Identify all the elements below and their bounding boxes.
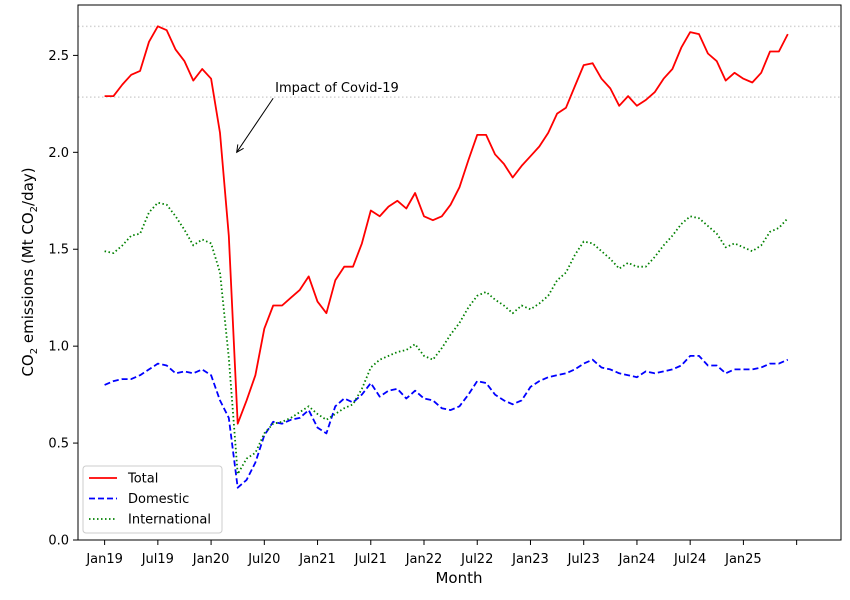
y-tick-label: 2.5 — [48, 49, 69, 64]
legend-label-total: Total — [127, 472, 158, 487]
x-tick-label: Jul22 — [460, 552, 493, 567]
x-tick-label: Jan21 — [298, 552, 336, 567]
x-tick-label: Jan23 — [511, 552, 549, 567]
x-tick-label: Jul21 — [354, 552, 387, 567]
y-tick-label: 1.0 — [48, 340, 69, 355]
y-axis-title-sub2: 2 — [29, 206, 40, 212]
series-lines — [104, 25, 789, 489]
x-tick-label: Jul23 — [567, 552, 600, 567]
legend-box — [82, 465, 223, 534]
y-axis-title: CO2 emissions (Mt CO2/day) — [19, 167, 40, 376]
annotation-arrow-line — [236, 97, 274, 153]
x-tick-label: Jan24 — [618, 552, 656, 567]
x-tick-label: Jan25 — [724, 552, 762, 567]
y-axis-title-sub: 2 — [29, 348, 40, 354]
x-tick-label: Jan20 — [192, 552, 230, 567]
x-tick-label: Jan19 — [85, 552, 123, 567]
reference-lines — [78, 25, 841, 98]
y-axis-title-mid: emissions (Mt CO — [19, 212, 37, 348]
legend-label-domestic: Domestic — [128, 492, 189, 507]
y-axis-title-suffix: /day) — [19, 167, 37, 206]
series-line-total — [104, 25, 789, 425]
x-tick-label: Jul20 — [247, 552, 280, 567]
y-axis-title-prefix: CO — [19, 354, 37, 376]
x-axis: Jan19 Jul19 Jan20 Jul20 Jan21 Jul21 Jan22 Jul22… — [85, 540, 798, 567]
y-tick-label: 0.5 — [48, 437, 69, 452]
legend: Total Domestic International — [82, 465, 223, 534]
x-tick-label: Jul19 — [141, 552, 174, 567]
x-tick-label: Jan22 — [405, 552, 443, 567]
x-axis-title: Month — [435, 569, 482, 587]
annotation-arrow-head — [236, 144, 244, 154]
legend-label-international: International — [128, 513, 211, 528]
annotation-text: Impact of Covid-19 — [275, 81, 399, 96]
y-tick-label: 2.0 — [48, 146, 69, 161]
plot-frame — [77, 4, 842, 541]
y-axis: 0.0 0.5 1.0 1.5 2.0 2.5 — [48, 49, 78, 549]
y-tick-label: 0.0 — [48, 534, 69, 549]
series-line-international — [104, 201, 789, 476]
series-line-domestic — [104, 354, 789, 489]
x-tick-label: Jul24 — [673, 552, 706, 567]
y-tick-label: 1.5 — [48, 243, 69, 258]
annotation: Impact of Covid-19 — [236, 81, 399, 154]
